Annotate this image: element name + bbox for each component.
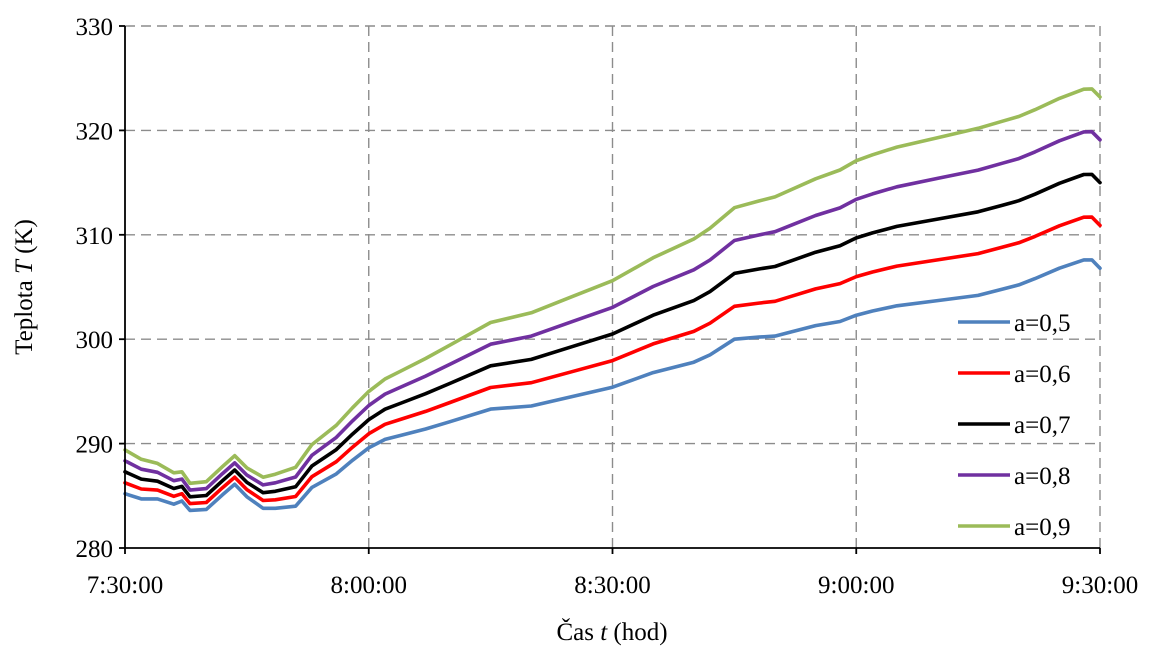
series-line-a=0,7 (123, 172, 1102, 499)
series-line-a=0,8 (123, 129, 1102, 492)
x-tick-label: 9:00:00 (818, 572, 894, 599)
x-tick-label: 9:30:00 (1062, 572, 1138, 599)
grid (125, 25, 1101, 548)
y-tick-labels: 280 290 300 310 320 330 (76, 14, 125, 563)
series-lines (123, 87, 1102, 513)
series-line-a=0,9 (123, 87, 1102, 486)
x-tick-label: 8:30:00 (574, 572, 650, 599)
x-tick-labels: 7:30:00 8:00:00 8:30:00 9:00:00 9:30:00 (87, 548, 1138, 599)
legend-label-a=0,7: a=0,7 (1014, 412, 1070, 439)
series-line-a=0,6 (123, 215, 1102, 506)
legend-label-a=0,5: a=0,5 (1014, 310, 1070, 337)
y-axis-title: Teplota T (K) (11, 219, 38, 355)
x-tick-label: 7:30:00 (87, 572, 163, 599)
legend: a=0,5 a=0,6 a=0,7 a=0,8 a=0,9 (958, 310, 1070, 541)
y-tick-label: 280 (76, 536, 114, 563)
x-axis-title: Čas t (hod) (556, 618, 667, 646)
y-tick-label: 300 (76, 327, 114, 354)
y-tick-label: 320 (76, 118, 114, 145)
y-tick-label: 290 (76, 432, 114, 459)
series-line-a=0,5 (123, 258, 1102, 513)
legend-label-a=0,6: a=0,6 (1014, 361, 1070, 388)
y-tick-label: 310 (76, 223, 114, 250)
x-tick-label: 8:00:00 (331, 572, 407, 599)
y-tick-label: 330 (76, 14, 114, 41)
legend-label-a=0,9: a=0,9 (1014, 514, 1070, 541)
legend-label-a=0,8: a=0,8 (1014, 463, 1070, 490)
